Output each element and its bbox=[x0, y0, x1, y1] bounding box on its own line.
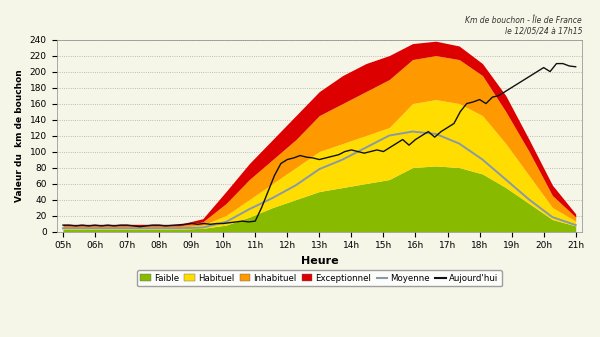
Text: Km de bouchon - Île de France
le 12/05/24 à 17h15: Km de bouchon - Île de France le 12/05/2… bbox=[466, 17, 582, 36]
Legend: Faible, Habituel, Inhabituel, Exceptionnel, Moyenne, Aujourd'hui: Faible, Habituel, Inhabituel, Exceptionn… bbox=[137, 270, 502, 286]
Y-axis label: Valeur du  km de bouchon: Valeur du km de bouchon bbox=[15, 69, 24, 202]
X-axis label: Heure: Heure bbox=[301, 256, 338, 266]
